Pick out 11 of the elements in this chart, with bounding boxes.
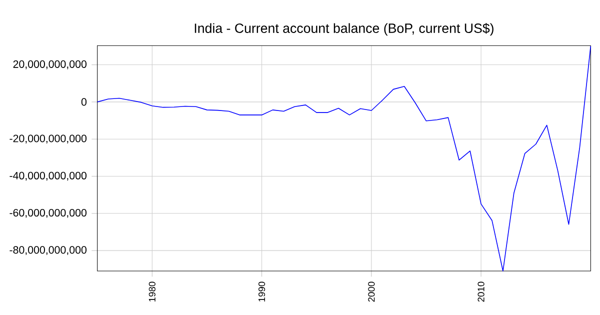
chart-title: India - Current account balance (BoP, current US$) — [194, 22, 494, 36]
y-tick-label: -80,000,000,000 — [10, 246, 87, 255]
y-tick-label: -60,000,000,000 — [10, 209, 87, 218]
y-tick-label: 0 — [81, 98, 87, 106]
x-tick-label: 2010 — [478, 282, 484, 302]
y-tick-label: -40,000,000,000 — [10, 172, 87, 181]
y-tick-label: 20,000,000,000 — [13, 60, 87, 70]
y-tick-label: -20,000,000,000 — [10, 134, 87, 144]
x-tick-label: 2000 — [368, 282, 375, 302]
x-tick-label: 1980 — [148, 282, 156, 302]
x-tick-label: 1990 — [258, 282, 266, 302]
